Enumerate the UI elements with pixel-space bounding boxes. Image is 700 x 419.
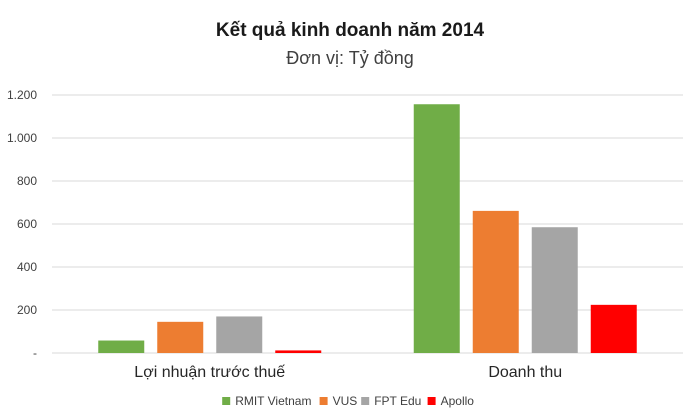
legend-swatch	[361, 397, 370, 405]
bar-apollo-1	[590, 304, 637, 353]
legend-swatch	[319, 397, 328, 405]
y-tick-label: -	[33, 346, 37, 360]
category-labels: Lợi nhuận trước thuế Doanh thu	[134, 364, 562, 381]
bar-vus-1	[472, 210, 519, 353]
legend-swatch	[222, 397, 231, 405]
legend: RMIT Vietnam VUS FPT Edu Apollo	[222, 394, 474, 408]
bar-apollo-0	[275, 350, 322, 353]
chart-subtitle: Đơn vị: Tỷ đồng	[286, 48, 414, 68]
bar-rmit-vietnam-0	[98, 340, 145, 353]
y-tick-label: 1.000	[7, 131, 37, 145]
y-tick-label: 200	[17, 303, 37, 317]
category-label: Doanh thu	[488, 364, 562, 381]
y-tick-label: 600	[17, 217, 37, 231]
legend-label: Apollo	[441, 394, 475, 408]
chart-title: Kết quả kinh doanh năm 2014	[216, 20, 485, 41]
y-tick-label: 800	[17, 174, 37, 188]
y-tick-label: 1.200	[7, 88, 37, 102]
bars	[98, 104, 637, 354]
bar-vus-0	[157, 321, 204, 353]
gridlines	[52, 94, 683, 354]
legend-label: VUS	[333, 394, 358, 408]
y-tick-label: 400	[17, 260, 37, 274]
legend-label: FPT Edu	[374, 394, 421, 408]
category-label: Lợi nhuận trước thuế	[134, 364, 285, 381]
legend-label: RMIT Vietnam	[235, 394, 311, 408]
bar-rmit-vietnam-1	[413, 104, 460, 354]
bar-fpt-edu-0	[216, 316, 263, 353]
legend-swatch	[427, 397, 436, 405]
y-axis-ticks: - 200 400 600 800 1.000 1.200	[7, 88, 37, 360]
bar-fpt-edu-1	[531, 227, 578, 353]
